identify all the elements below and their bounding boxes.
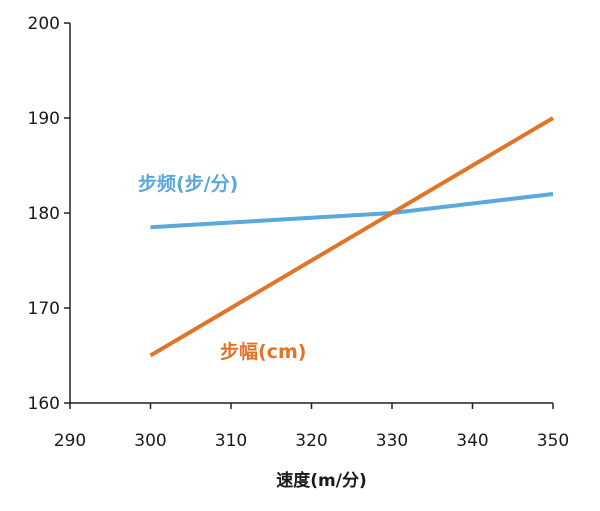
y-tick-label: 190 [28, 109, 60, 129]
x-tick-label: 320 [295, 431, 327, 451]
x-axis-title: 速度(m/分) [276, 470, 366, 491]
y-tick-label: 170 [28, 299, 60, 319]
x-tick-label: 330 [376, 431, 408, 451]
x-axis-ticks: 290 300 310 320 330 340 350 [54, 403, 569, 451]
x-tick-label: 310 [215, 431, 247, 451]
x-tick-label: 340 [456, 431, 488, 451]
y-tick-label: 180 [28, 204, 60, 224]
series-line-0 [150, 192, 554, 230]
series-labels: 步频(步/分) 步幅(cm) [138, 172, 306, 363]
y-tick-label: 160 [28, 394, 60, 414]
y-tick-label: 200 [28, 14, 60, 34]
x-tick-label: 290 [54, 431, 86, 451]
series-label-1: 步幅(cm) [220, 340, 306, 363]
x-tick-label: 350 [537, 431, 569, 451]
y-axis-ticks: 160 170 180 190 200 [28, 14, 70, 414]
series-lines [149, 116, 555, 358]
series-label-0: 步频(步/分) [138, 172, 238, 195]
series-line-1 [149, 116, 555, 358]
axes [69, 23, 553, 404]
x-tick-label: 300 [134, 431, 166, 451]
